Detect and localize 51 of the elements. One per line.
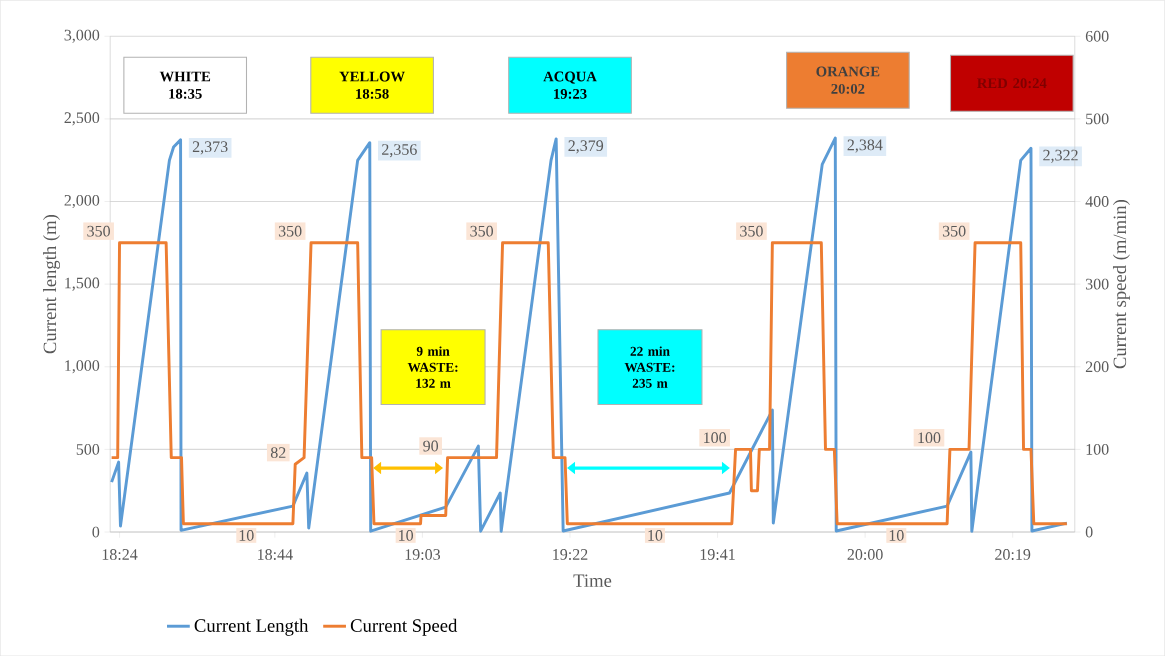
y2-tick-label: 200 (1085, 361, 1109, 373)
annotation: RED 20:24 (977, 78, 1047, 89)
data-label: 350 (470, 225, 494, 237)
x-tick-label: 20:00 (847, 548, 883, 560)
y2-axis-title: Current speed (m/min) (1112, 199, 1130, 369)
x-tick-label: 19:22 (553, 548, 588, 560)
data-label: 350 (942, 225, 966, 237)
y2-tick-label: 0 (1085, 526, 1093, 538)
y-tick-label: 2,000 (64, 194, 100, 208)
x-tick-label: 20:19 (995, 548, 1031, 560)
y2-tick-label: 300 (1085, 278, 1109, 290)
data-label: 10 (399, 529, 414, 541)
legend-label: Current Speed (350, 618, 458, 636)
data-label: 2,384 (847, 139, 883, 153)
annotation: WHITE 18:35 (159, 71, 211, 99)
data-label: 2,373 (192, 141, 228, 155)
data-label: 2,322 (1043, 149, 1078, 163)
y-tick-label: 500 (76, 443, 100, 455)
x-tick-label: 18:24 (102, 548, 138, 560)
y-tick-label: 2,500 (64, 112, 100, 126)
data-label: 2,356 (382, 144, 417, 158)
x-tick-label: 19:03 (405, 548, 441, 560)
data-label: 10 (889, 529, 904, 541)
y2-tick-label: 600 (1085, 30, 1109, 42)
data-label: 2,379 (568, 140, 604, 154)
data-label: 100 (918, 432, 941, 444)
annotation: ORANGE 20:02 (816, 66, 880, 94)
y2-tick-label: 100 (1086, 443, 1109, 455)
y-tick-label: 1,000 (65, 360, 100, 374)
data-label: 10 (239, 529, 254, 541)
y-tick-label: 3,000 (64, 29, 100, 43)
data-label: 90 (423, 440, 439, 452)
y-tick-label: 1,500 (65, 277, 100, 291)
data-label: 350 (740, 225, 763, 237)
annotation: YELLOW 18:58 (339, 71, 405, 99)
y2-tick-label: 400 (1085, 196, 1109, 207)
data-label: 82 (270, 447, 286, 458)
annotation: 22 min WASTE: 235 m (624, 346, 675, 388)
x-tick-label: 19:41 (700, 548, 735, 560)
x-axis-title: Time (573, 574, 612, 587)
data-label: 10 (648, 529, 663, 541)
y-axis-title: Current length (m) (43, 214, 61, 354)
data-label: 350 (278, 225, 302, 237)
data-label: 350 (87, 225, 110, 237)
annotation: ACQUA 19:23 (543, 71, 597, 99)
y-tick-label: 0 (92, 526, 100, 538)
annotation: 9 min WASTE: 132 m (407, 346, 458, 388)
x-tick-label: 18:44 (258, 548, 293, 560)
y2-tick-label: 500 (1086, 113, 1109, 125)
legend-label: Current Length (194, 618, 309, 636)
data-label: 100 (704, 432, 727, 444)
